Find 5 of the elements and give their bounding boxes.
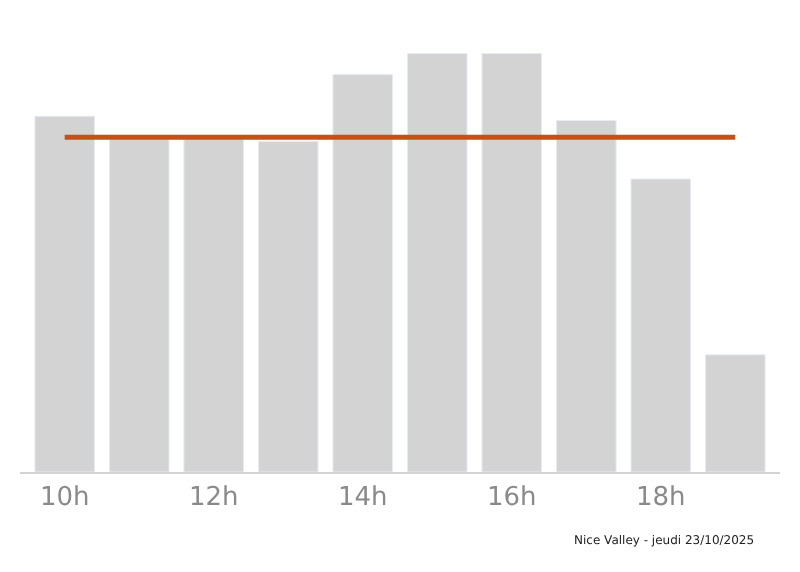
- x-tick-label: 14h: [337, 483, 388, 514]
- x-tick-label: 12h: [188, 483, 239, 514]
- x-tick-label: 18h: [636, 483, 686, 514]
- x-tick-label: 16h: [486, 483, 537, 514]
- x-tick-label: 10h: [39, 483, 90, 514]
